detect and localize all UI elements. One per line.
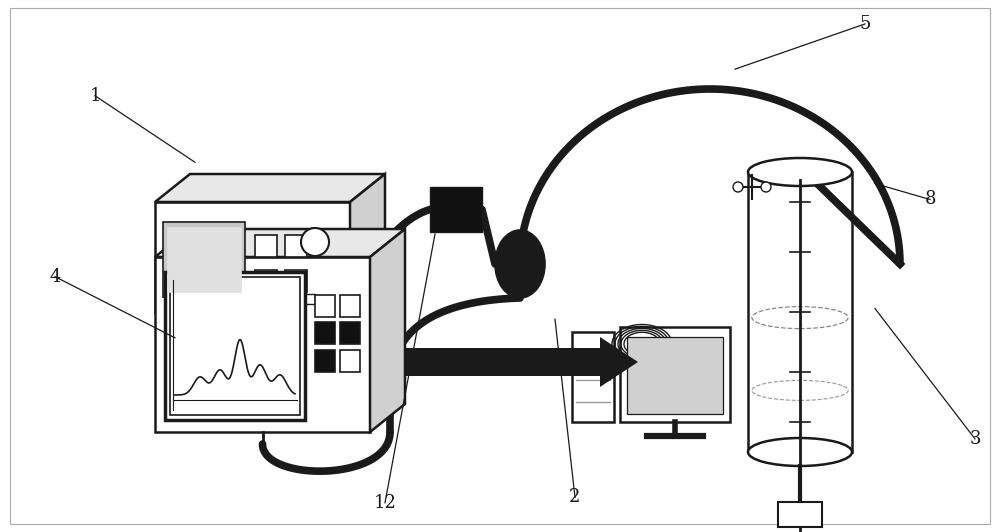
Polygon shape bbox=[295, 312, 305, 320]
Polygon shape bbox=[167, 227, 241, 292]
Polygon shape bbox=[430, 187, 482, 232]
Polygon shape bbox=[315, 322, 335, 344]
Polygon shape bbox=[340, 295, 360, 317]
Ellipse shape bbox=[301, 228, 329, 256]
Circle shape bbox=[761, 182, 771, 192]
Text: 1: 1 bbox=[89, 87, 101, 105]
Polygon shape bbox=[255, 235, 277, 257]
Ellipse shape bbox=[748, 438, 852, 466]
Polygon shape bbox=[315, 350, 335, 372]
Polygon shape bbox=[155, 174, 385, 202]
Polygon shape bbox=[170, 277, 300, 415]
FancyArrow shape bbox=[405, 337, 638, 387]
Polygon shape bbox=[299, 294, 315, 304]
Polygon shape bbox=[277, 294, 293, 304]
Polygon shape bbox=[255, 294, 271, 304]
Polygon shape bbox=[748, 172, 852, 452]
Polygon shape bbox=[285, 270, 307, 292]
Polygon shape bbox=[163, 222, 245, 297]
Text: 4: 4 bbox=[49, 268, 61, 286]
Polygon shape bbox=[627, 337, 723, 414]
Circle shape bbox=[733, 182, 743, 192]
Polygon shape bbox=[572, 332, 614, 422]
Ellipse shape bbox=[495, 230, 545, 298]
Text: 2: 2 bbox=[569, 488, 581, 506]
Text: 12: 12 bbox=[374, 494, 396, 512]
Polygon shape bbox=[340, 322, 360, 344]
Text: 8: 8 bbox=[924, 190, 936, 209]
Text: 5: 5 bbox=[859, 15, 871, 33]
Polygon shape bbox=[315, 295, 335, 317]
Text: 3: 3 bbox=[969, 430, 981, 448]
Polygon shape bbox=[370, 229, 405, 432]
Polygon shape bbox=[155, 257, 370, 432]
Polygon shape bbox=[165, 272, 305, 420]
Polygon shape bbox=[255, 270, 277, 292]
Polygon shape bbox=[340, 350, 360, 372]
Polygon shape bbox=[155, 202, 350, 312]
Polygon shape bbox=[778, 502, 822, 527]
Polygon shape bbox=[285, 235, 307, 257]
Polygon shape bbox=[155, 229, 405, 257]
Polygon shape bbox=[620, 327, 730, 422]
Ellipse shape bbox=[748, 158, 852, 186]
Polygon shape bbox=[185, 312, 195, 320]
Polygon shape bbox=[350, 174, 385, 312]
